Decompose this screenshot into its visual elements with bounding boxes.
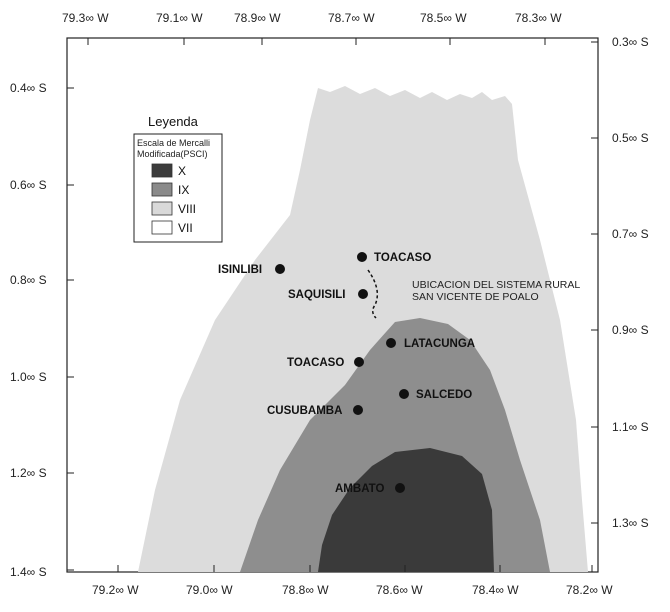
place-label: TOACASO [374, 252, 431, 264]
legend-label-ix: IX [178, 183, 189, 197]
bottom-tick-label: 78.6∞ W [376, 583, 423, 597]
left-tick-label: 0.4∞ S [10, 81, 47, 95]
place-marker [395, 483, 405, 493]
place-marker [353, 405, 363, 415]
place-label: SAQUISILI [288, 289, 346, 301]
legend-swatch-viii [151, 201, 173, 216]
legend-scale-line2: Modificada(PSCI) [137, 149, 208, 159]
left-axis: 0.4∞ S 0.6∞ S 0.8∞ S 1.0∞ S 1.2∞ S 1.4∞ … [10, 81, 47, 579]
left-tick-label: 1.0∞ S [10, 370, 47, 384]
zone-x [318, 448, 494, 572]
place-label: TOACASO [287, 357, 344, 369]
place-marker [358, 289, 368, 299]
place-label: CUSUBAMBA [267, 405, 342, 417]
bottom-tick-label: 79.0∞ W [186, 583, 233, 597]
right-tick-label: 0.3∞ S [612, 35, 649, 49]
top-axis: 79.3∞ W 79.1∞ W 78.9∞ W 78.7∞ W 78.5∞ W … [62, 11, 562, 25]
site-annotation-line1: UBICACION DEL SISTEMA RURAL [412, 279, 580, 291]
legend-label-vii: VII [178, 221, 193, 235]
place-marker [386, 338, 396, 348]
place-marker [357, 252, 367, 262]
site-bracket [367, 269, 379, 319]
place-marker [275, 264, 285, 274]
right-tick-label: 0.9∞ S [612, 323, 649, 337]
bottom-tick-label: 78.4∞ W [472, 583, 519, 597]
right-tick-label: 1.1∞ S [612, 420, 649, 434]
place-label: AMBATO [335, 483, 384, 495]
right-tick-label: 0.5∞ S [612, 131, 649, 145]
site-annotation-line2: SAN VICENTE DE POALO [412, 291, 539, 303]
place-label: ISINLIBI [218, 264, 262, 276]
legend: Leyenda Escala de Mercalli Modificada(PS… [133, 114, 223, 243]
left-tick-label: 1.4∞ S [10, 565, 47, 579]
legend-swatch-x [151, 163, 173, 178]
legend-label-x: X [178, 164, 186, 178]
legend-scale-line1: Escala de Mercalli [137, 138, 210, 148]
top-tick-label: 79.3∞ W [62, 11, 109, 25]
tick-marks [67, 38, 598, 572]
left-tick-label: 0.8∞ S [10, 273, 47, 287]
top-tick-label: 79.1∞ W [156, 11, 203, 25]
legend-swatch-ix [151, 182, 173, 197]
left-tick-label: 0.6∞ S [10, 178, 47, 192]
bottom-tick-label: 78.8∞ W [282, 583, 329, 597]
bottom-axis: 79.2∞ W 79.0∞ W 78.8∞ W 78.6∞ W 78.4∞ W … [92, 583, 613, 597]
legend-box [133, 133, 223, 243]
legend-label-viii: VIII [178, 202, 196, 216]
left-tick-label: 1.2∞ S [10, 466, 47, 480]
place-label: LATACUNGA [404, 338, 475, 350]
right-axis: 0.3∞ S 0.5∞ S 0.7∞ S 0.9∞ S 1.1∞ S 1.3∞ … [612, 35, 649, 530]
place-label: SALCEDO [416, 389, 472, 401]
legend-title: Leyenda [148, 114, 199, 129]
places: TOACASO ISINLIBI SAQUISILI LATACUNGA TOA… [218, 252, 475, 495]
top-tick-label: 78.3∞ W [515, 11, 562, 25]
place-marker [354, 357, 364, 367]
place-marker [399, 389, 409, 399]
right-tick-label: 0.7∞ S [612, 227, 649, 241]
legend-swatch-vii [151, 220, 173, 235]
top-tick-label: 78.7∞ W [328, 11, 375, 25]
bottom-tick-label: 79.2∞ W [92, 583, 139, 597]
right-tick-label: 1.3∞ S [612, 516, 649, 530]
bottom-tick-label: 78.2∞ W [566, 583, 613, 597]
top-tick-label: 78.9∞ W [234, 11, 281, 25]
top-tick-label: 78.5∞ W [420, 11, 467, 25]
